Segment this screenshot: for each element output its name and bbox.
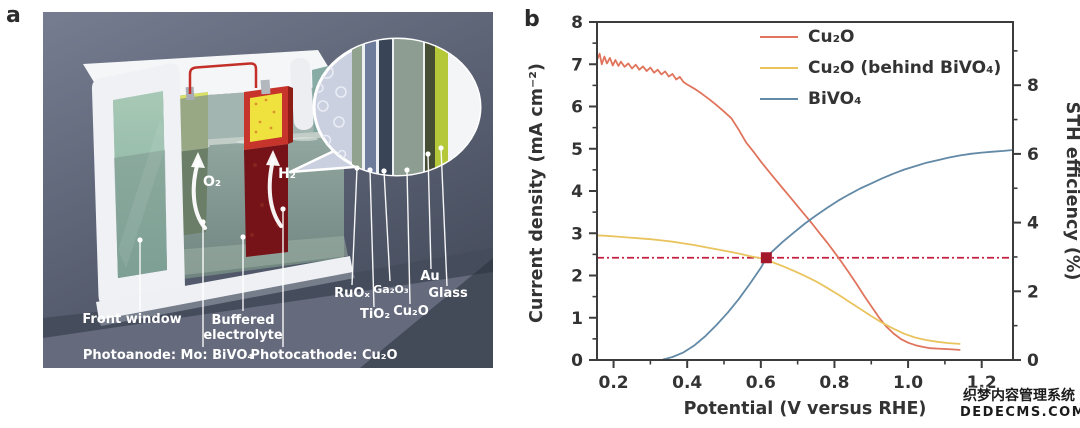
cell-leader-lines <box>139 209 284 347</box>
photoanode-label: Photoanode: Mo: BiVO₄ <box>83 348 254 363</box>
cell-base <box>96 256 355 326</box>
layer-au <box>425 39 435 175</box>
h2-label: H₂ <box>278 166 296 182</box>
o2-label: O₂ <box>203 174 221 190</box>
ga2o3-label: Ga₂O₃ <box>373 283 409 296</box>
y-left-tick-label: 5 <box>571 140 583 160</box>
back-right-post <box>290 57 314 131</box>
cu2o-label: Cu₂O <box>393 304 429 319</box>
watermark-line1: 织梦内容管理系统 <box>963 388 1075 404</box>
cell-leader-dots <box>137 206 286 243</box>
operating-point-marker <box>760 252 772 264</box>
front-window-label: Front window <box>82 312 181 327</box>
panel-a-label: a <box>6 3 21 28</box>
y-right-tick-label: 0 <box>1027 351 1039 371</box>
legend-label-1: Cu₂O (behind BiVO₄) <box>808 58 1001 78</box>
y-right-tick-label: 6 <box>1027 145 1039 165</box>
buffered-electrolyte-label-2: electrolyte <box>203 328 282 343</box>
legend-label-0: Cu₂O <box>808 27 854 47</box>
series-line-0 <box>596 52 961 351</box>
h2-arrow <box>266 150 283 228</box>
y-left-tick-label: 4 <box>571 182 583 202</box>
y-left-tick-label: 6 <box>571 98 583 118</box>
layer-tio2 <box>365 39 376 175</box>
plot-area: 0.2 0.4 0.6 0.8 1.0 1.2 0 1 2 3 4 5 6 7 8 0 2 4 6 8 Cu₂O Cu₂O… <box>571 13 1039 393</box>
y-left-tick-label: 8 <box>571 13 583 33</box>
front-window-waterline <box>114 150 167 278</box>
panel-a-illustration: a <box>6 3 493 368</box>
y-right-tick-label: 2 <box>1027 282 1039 302</box>
glass-sheen <box>118 120 168 268</box>
panel-b-chart: b Current density (mA cm⁻²) STH efficien… <box>524 7 1080 419</box>
ruox-label: RuOₓ <box>334 286 370 301</box>
x-tick-label: 0.2 <box>599 373 629 393</box>
y-right-tick-label: 8 <box>1027 76 1039 96</box>
wire <box>188 62 258 94</box>
x-tick-label: 0.4 <box>672 373 702 393</box>
y-right-tick-label: 4 <box>1027 214 1039 234</box>
floor-highlight <box>43 272 493 368</box>
y-axis-left-title: Current density (mA cm⁻²) <box>527 63 547 323</box>
x-tick-label: 1.2 <box>967 373 997 393</box>
panel-b-label: b <box>524 7 540 32</box>
y-left-tick-label: 7 <box>571 55 583 75</box>
legend-label-2: BiVO₄ <box>808 89 862 109</box>
au-label: Au <box>420 269 439 284</box>
watermark-line2: DEDECMS.COM <box>960 405 1080 420</box>
series-line-1 <box>596 234 961 345</box>
glass-label: Glass <box>428 286 468 301</box>
cathode-contact-clip <box>260 79 271 95</box>
layer-glass <box>435 39 448 175</box>
photocathode-label: Photocathode: Cu₂O <box>250 348 397 363</box>
layer-stack <box>314 39 480 175</box>
y-left-tick-label: 0 <box>571 351 583 371</box>
y-left-tick-label: 1 <box>571 309 583 329</box>
layer-leader-dots <box>354 145 444 174</box>
photocathode-plate <box>244 79 293 257</box>
layer-leader-lines <box>351 147 448 308</box>
series-line-2 <box>660 149 1014 361</box>
watermark: 织梦内容管理系统 DEDECMS.COM <box>960 388 1080 420</box>
floor <box>43 248 493 368</box>
x-tick-label: 1.0 <box>893 373 923 393</box>
layer-cu2o <box>394 39 423 175</box>
tio2-label: TiO₂ <box>360 307 390 322</box>
x-axis-title: Potential (V versus RHE) <box>684 399 927 419</box>
buffered-electrolyte-label-1: Buffered <box>211 313 274 328</box>
y-left-tick-label: 2 <box>571 267 583 287</box>
y-axis-right-title: STH efficiency (%) <box>1062 102 1080 281</box>
tank-floor <box>150 236 348 278</box>
x-tick-label: 0.6 <box>746 373 776 393</box>
y-left-tick-label: 3 <box>571 224 583 244</box>
x-tick-label: 0.8 <box>819 373 849 393</box>
layer-ruox <box>352 39 362 175</box>
front-window-frame <box>91 63 186 307</box>
floor-shadow-wedge <box>360 258 493 368</box>
ripple <box>292 137 318 141</box>
layer-ga2o3 <box>379 39 392 175</box>
callout-bubble <box>288 37 482 177</box>
cathode-speckles <box>254 98 276 134</box>
